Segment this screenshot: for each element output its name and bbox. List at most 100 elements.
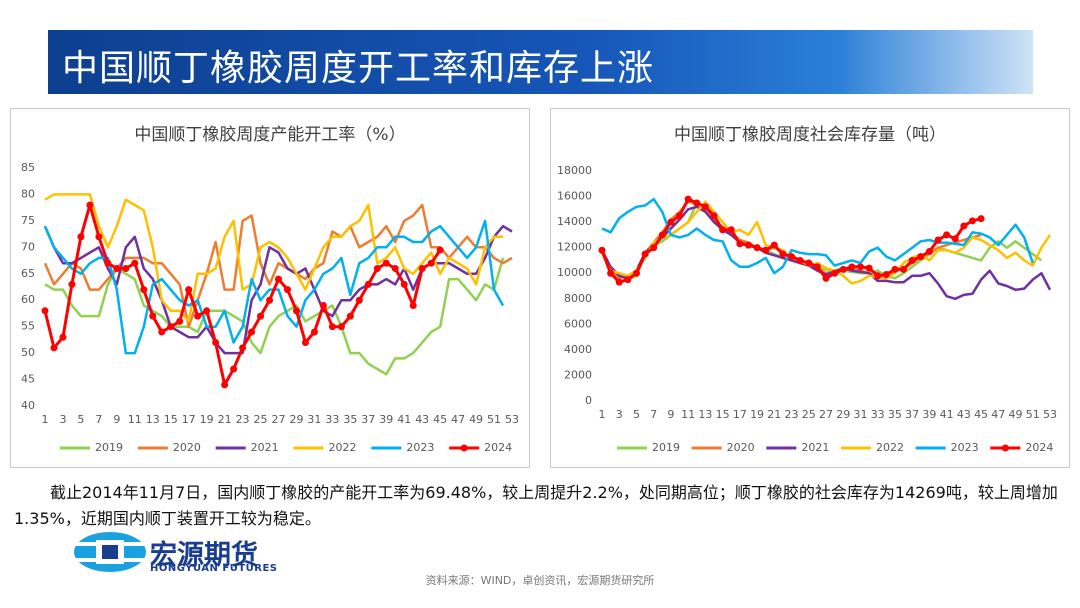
series-marker	[257, 312, 265, 320]
x-tick-label: 45	[974, 408, 988, 421]
series-marker	[364, 280, 372, 288]
series-marker	[328, 323, 336, 331]
series-marker	[104, 259, 112, 267]
x-tick-label: 53	[1043, 408, 1057, 421]
series-marker	[176, 317, 184, 325]
legend-label: 2019	[652, 441, 680, 454]
legend-label: 2020	[173, 441, 201, 454]
x-tick-label: 1	[599, 408, 606, 421]
x-tick-label: 5	[77, 413, 84, 426]
series-marker	[624, 276, 632, 284]
series-marker	[701, 203, 709, 211]
x-tick-label: 33	[325, 413, 339, 426]
x-tick-label: 27	[272, 413, 286, 426]
series-marker	[650, 244, 658, 252]
x-tick-label: 45	[433, 413, 447, 426]
series-marker	[239, 344, 247, 352]
series-marker	[900, 265, 908, 273]
series-marker	[831, 269, 839, 277]
series-marker	[203, 307, 211, 315]
series-marker	[248, 328, 256, 336]
title-banner: 中国顺丁橡胶周度开工率和库存上涨	[48, 30, 1033, 94]
series-marker	[632, 269, 640, 277]
y-tick-label: 2000	[564, 368, 592, 381]
series-marker	[68, 280, 76, 288]
y-tick-label: 18000	[557, 164, 592, 177]
y-tick-label: 8000	[564, 292, 592, 305]
series-marker	[337, 323, 345, 331]
legend-label: 2022	[876, 441, 904, 454]
series-marker	[667, 218, 675, 226]
x-tick-label: 11	[128, 413, 142, 426]
series-marker	[676, 212, 684, 220]
x-tick-label: 9	[667, 408, 674, 421]
x-tick-label: 13	[146, 413, 160, 426]
legend-label: 2023	[406, 441, 434, 454]
series-marker	[301, 339, 309, 347]
series-marker	[77, 233, 85, 241]
x-tick-label: 43	[957, 408, 971, 421]
series-line	[600, 201, 1043, 281]
x-tick-label: 7	[95, 413, 102, 426]
y-tick-label: 45	[21, 373, 35, 386]
series-marker	[292, 307, 300, 315]
legend-label: 2022	[329, 441, 357, 454]
series-marker	[59, 333, 67, 341]
series-marker	[813, 263, 821, 271]
series-marker	[230, 365, 238, 373]
series-marker	[968, 217, 976, 225]
x-tick-label: 49	[469, 413, 483, 426]
series-marker	[753, 244, 761, 252]
series-marker	[95, 233, 103, 241]
x-tick-label: 43	[415, 413, 429, 426]
series-marker	[400, 280, 408, 288]
series-marker	[684, 195, 692, 203]
series-marker	[658, 231, 666, 239]
legend-label: 2021	[251, 441, 279, 454]
y-tick-label: 10000	[557, 266, 592, 279]
x-tick-label: 35	[888, 408, 902, 421]
series-marker	[319, 302, 327, 310]
series-marker	[960, 222, 968, 230]
x-tick-label: 31	[307, 413, 321, 426]
series-marker	[283, 286, 291, 294]
x-tick-label: 41	[397, 413, 411, 426]
series-marker	[355, 296, 363, 304]
series-marker	[86, 201, 94, 209]
series-marker	[641, 250, 649, 258]
x-tick-label: 7	[650, 408, 657, 421]
legend-label: 2021	[801, 441, 829, 454]
x-tick-label: 9	[113, 413, 120, 426]
x-tick-label: 51	[1026, 408, 1040, 421]
series-marker	[167, 323, 175, 331]
series-marker	[943, 231, 951, 239]
x-tick-label: 33	[871, 408, 885, 421]
y-tick-label: 6000	[564, 317, 592, 330]
chart-panel	[10, 108, 530, 468]
x-tick-label: 49	[1009, 408, 1023, 421]
x-tick-label: 29	[289, 413, 303, 426]
series-marker	[409, 302, 417, 310]
logo-subtitle: HONGYUAN FUTURES	[150, 563, 278, 574]
x-tick-label: 17	[182, 413, 196, 426]
x-tick-label: 47	[451, 413, 465, 426]
x-tick-label: 37	[905, 408, 919, 421]
series-marker	[221, 381, 229, 389]
x-tick-label: 11	[681, 408, 695, 421]
x-tick-label: 15	[716, 408, 730, 421]
series-marker	[788, 253, 796, 261]
y-tick-label: 4000	[564, 343, 592, 356]
legend-label: 2019	[95, 441, 123, 454]
series-marker	[882, 271, 890, 278]
x-tick-label: 17	[733, 408, 747, 421]
chart-title: 中国顺丁橡胶周度产能开工率（%）	[134, 125, 405, 145]
series-marker	[710, 212, 718, 220]
series-marker	[908, 256, 916, 264]
y-tick-label: 70	[21, 240, 35, 253]
y-tick-label: 16000	[557, 190, 592, 203]
x-tick-label: 23	[236, 413, 250, 426]
y-tick-label: 50	[21, 346, 35, 359]
series-marker	[131, 259, 139, 267]
